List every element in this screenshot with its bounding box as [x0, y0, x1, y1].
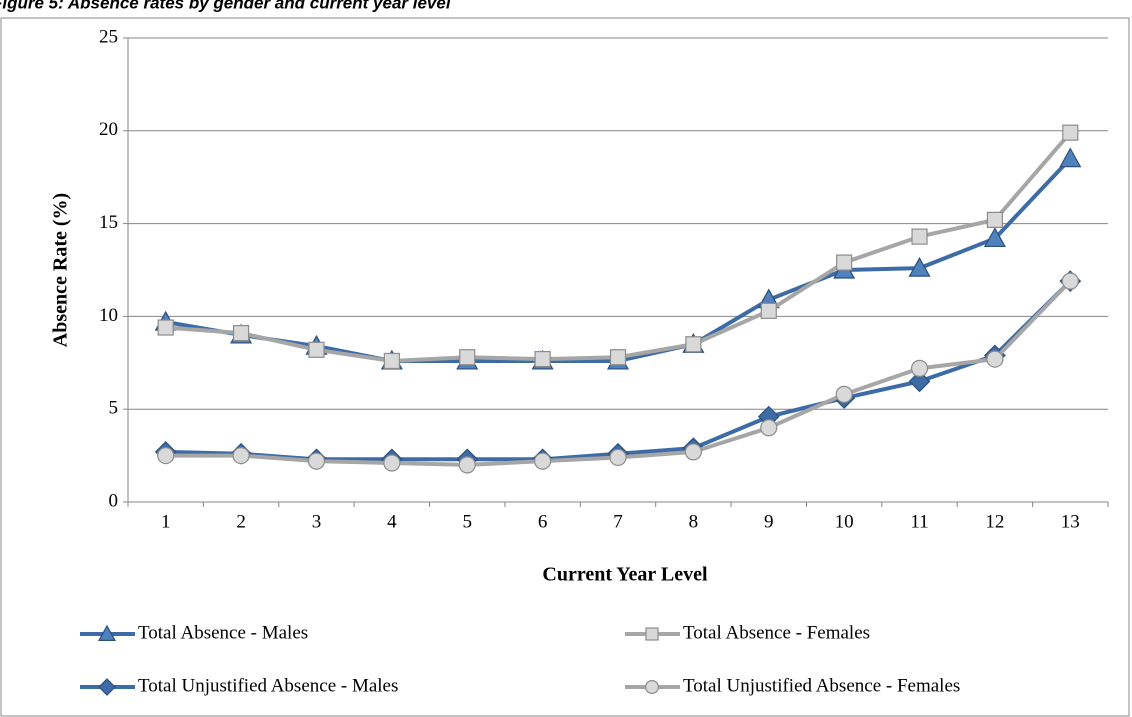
x-tick-label: 2 — [236, 511, 246, 532]
legend-label: Total Unjustified Absence - Females — [683, 675, 960, 696]
marker — [232, 325, 250, 342]
x-tick-label: 5 — [462, 511, 472, 532]
x-tick-label: 6 — [538, 511, 548, 532]
series-line — [165, 157, 1072, 363]
y-tick-label: 15 — [99, 212, 118, 233]
x-tick-label: 13 — [1061, 511, 1080, 532]
marker — [383, 454, 401, 472]
marker — [760, 302, 777, 319]
marker — [1062, 124, 1079, 141]
legend-label: Total Unjustified Absence - Males — [138, 675, 398, 696]
marker — [986, 350, 1004, 368]
marker — [1059, 147, 1082, 168]
x-axis-title: Current Year Level — [542, 564, 708, 586]
y-tick-label: 5 — [109, 398, 119, 419]
marker — [908, 256, 931, 277]
y-axis-title: Absence Rate (%) — [50, 193, 72, 347]
marker — [534, 452, 552, 470]
marker — [157, 447, 175, 465]
x-tick-label: 1 — [161, 511, 171, 532]
series-line — [165, 279, 1072, 467]
y-tick-label: 20 — [99, 119, 118, 140]
y-tick-label: 25 — [99, 26, 118, 47]
legend-marker — [644, 679, 659, 694]
marker — [459, 349, 476, 366]
marker — [684, 443, 702, 461]
legend-marker — [97, 624, 117, 642]
x-tick-label: 4 — [387, 511, 397, 532]
marker — [911, 228, 928, 245]
legend-label: Total Absence - Females — [683, 622, 870, 643]
x-tick-label: 12 — [985, 511, 1004, 532]
legend-marker — [98, 678, 116, 696]
marker — [983, 227, 1006, 248]
x-tick-label: 7 — [613, 511, 623, 532]
marker — [534, 350, 551, 368]
marker — [685, 336, 702, 353]
x-tick-label: 11 — [910, 511, 928, 532]
marker — [835, 385, 853, 403]
marker — [458, 456, 476, 474]
x-tick-label: 3 — [312, 511, 322, 532]
marker — [1061, 272, 1079, 290]
marker — [609, 448, 627, 467]
marker — [910, 359, 929, 377]
legend-marker — [645, 627, 659, 641]
marker — [760, 419, 778, 437]
marker — [308, 341, 325, 358]
marker — [908, 370, 931, 393]
y-tick-label: 0 — [109, 490, 119, 511]
y-tick-label: 10 — [99, 305, 118, 326]
x-tick-label: 8 — [689, 511, 699, 532]
x-tick-label: 10 — [835, 511, 854, 532]
marker — [157, 319, 174, 336]
series-line — [165, 131, 1072, 363]
marker — [383, 352, 400, 370]
chart-frame — [0, 17, 1130, 717]
marker — [232, 447, 250, 465]
marker — [307, 452, 326, 470]
x-tick-label: 9 — [764, 511, 774, 532]
chart-title: Figure 5: Absence rates by gender and cu… — [0, 0, 452, 12]
legend-label: Total Absence - Males — [138, 622, 308, 643]
series-line — [165, 279, 1072, 462]
marker — [986, 211, 1004, 228]
marker — [836, 254, 853, 271]
marker — [609, 349, 627, 366]
